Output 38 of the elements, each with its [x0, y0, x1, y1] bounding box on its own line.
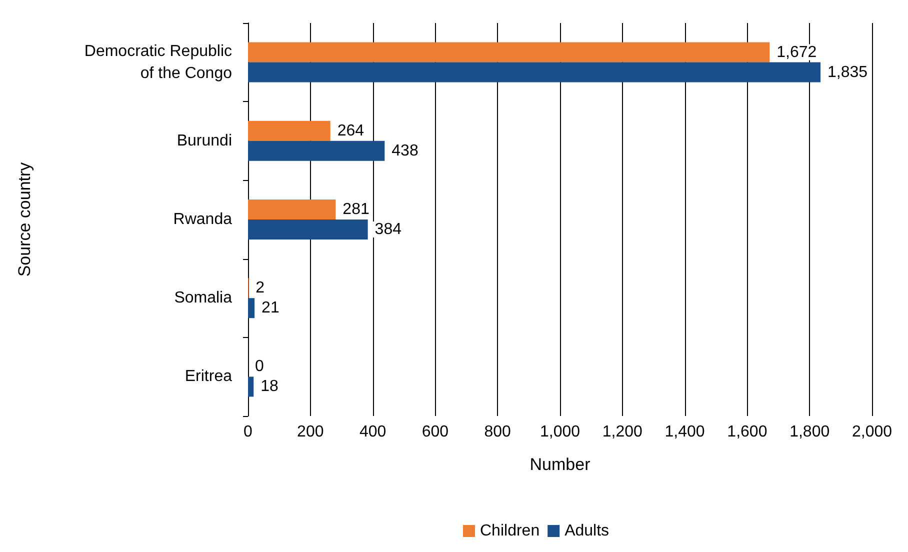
- x-tick-label: 1,800: [790, 424, 830, 440]
- bar: [248, 376, 254, 397]
- legend-label: Adults: [564, 522, 610, 540]
- data-label: 21: [262, 300, 280, 317]
- bar: [248, 62, 821, 82]
- data-label: 281: [342, 201, 370, 218]
- bar: [248, 298, 255, 318]
- bar: [248, 140, 385, 161]
- data-label: 0: [255, 358, 264, 376]
- y-tick-label: Rwanda: [173, 211, 232, 228]
- x-tick-label: 600: [422, 424, 449, 440]
- data-label: 2: [256, 280, 265, 297]
- x-axis-title: Number: [530, 455, 591, 474]
- data-label: 384: [374, 221, 402, 238]
- y-tick-label: Burundi: [176, 132, 232, 150]
- x-tick-label: 1,200: [602, 424, 643, 440]
- x-tick-label: 1,600: [727, 424, 768, 440]
- data-label: 264: [337, 122, 364, 140]
- y-tick-label: Eritrea: [184, 368, 232, 386]
- bar: [248, 220, 368, 240]
- x-tick-label: 1,400: [664, 424, 705, 440]
- x-tick-label: 2,000: [852, 424, 892, 440]
- data-label: 1,672: [776, 44, 817, 61]
- x-tick-label: 800: [484, 424, 512, 440]
- bar: [248, 42, 770, 62]
- x-tick-label: 1,000: [540, 424, 580, 440]
- data-label: 1,835: [828, 64, 868, 81]
- y-axis-title: Source country: [15, 162, 34, 277]
- y-tick-label: Somalia: [174, 290, 232, 307]
- data-label: 18: [260, 378, 279, 396]
- bar: [248, 200, 336, 220]
- y-tick-label: Democratic Republic of the Congo: [84, 42, 232, 82]
- bar: [248, 120, 330, 141]
- legend-label: Children: [480, 522, 540, 540]
- x-tick-label: 0: [244, 424, 253, 440]
- x-tick-label: 200: [297, 424, 324, 440]
- x-tick-label: 400: [359, 424, 386, 440]
- data-label: 438: [392, 142, 418, 160]
